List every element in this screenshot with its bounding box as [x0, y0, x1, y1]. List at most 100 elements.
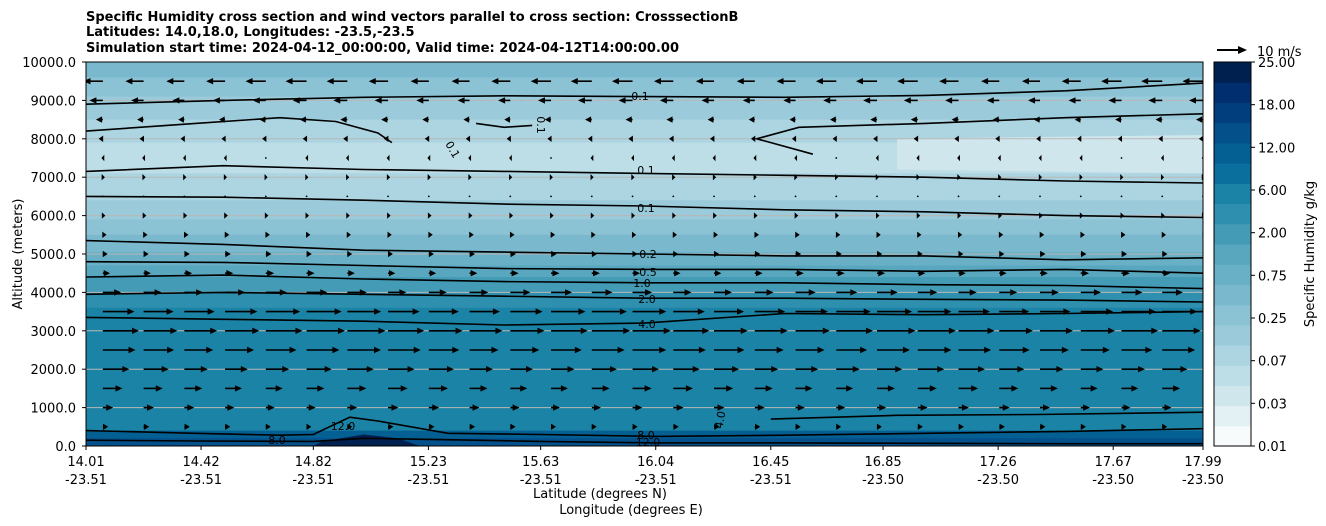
- wind-vector-head: [89, 97, 97, 104]
- wind-vector: [1038, 154, 1042, 162]
- wind-vector-head: [855, 78, 863, 85]
- wind-vector: [387, 212, 391, 219]
- wind-vector: [137, 116, 144, 123]
- contour-label: 12.0: [636, 436, 661, 449]
- colorbar-segment: [1214, 203, 1251, 225]
- wind-vector-head: [1121, 231, 1126, 238]
- wind-vector: [631, 174, 635, 181]
- wind-vector-head: [609, 366, 617, 373]
- wind-vector-head: [238, 289, 246, 296]
- wind-vector: [673, 270, 681, 277]
- humidity-band: [86, 234, 1203, 253]
- wind-vector-head: [945, 97, 953, 104]
- wind-vector: [221, 135, 226, 142]
- wind-vector-head: [753, 174, 757, 181]
- wind-vector-head: [225, 423, 231, 430]
- wind-vector: [1162, 404, 1172, 411]
- wind-vector: [510, 346, 540, 354]
- wind-vector-head: [815, 78, 823, 85]
- wind-vector: [1120, 174, 1124, 181]
- wind-vector: [863, 97, 878, 104]
- wind-vector: [1141, 78, 1163, 85]
- wind-vector-head: [692, 366, 700, 373]
- wind-vector: [551, 250, 557, 258]
- wind-vector-head: [666, 116, 673, 123]
- wind-vector-head: [631, 231, 637, 238]
- wind-vector: [550, 423, 556, 430]
- wind-vector: [1162, 385, 1181, 392]
- wind-vector: [347, 346, 382, 354]
- wind-vector-head: [1161, 154, 1164, 162]
- wind-vector: [1162, 270, 1171, 277]
- wind-vector-head: [837, 270, 845, 277]
- wind-vector: [388, 289, 407, 296]
- wind-vector: [102, 404, 114, 411]
- wind-vector-head: [890, 289, 898, 296]
- wind-vector: [999, 270, 1007, 277]
- wind-vector: [510, 289, 531, 296]
- wind-vector: [590, 212, 595, 219]
- wind-vector: [870, 116, 878, 123]
- wind-vector-head: [262, 135, 267, 142]
- y-tick-label: 7000.0: [31, 171, 77, 186]
- wind-vector-head: [698, 346, 706, 354]
- wind-vector-head: [552, 270, 560, 277]
- title-line-2: Latitudes: 14.0,18.0, Longitudes: -23.5,…: [86, 25, 415, 40]
- wind-vector: [388, 270, 396, 277]
- wind-vector-head: [808, 289, 816, 296]
- wind-vector: [591, 366, 617, 373]
- wind-vector: [1068, 97, 1081, 104]
- contour-line-1.0: [86, 274, 1203, 290]
- wind-vector: [212, 97, 226, 104]
- wind-vector: [469, 385, 488, 392]
- wind-vector-head: [920, 404, 928, 411]
- wind-vector: [1182, 78, 1203, 85]
- contour-line-0.1: [86, 82, 1203, 105]
- wind-vector-head: [155, 385, 163, 392]
- wind-vector: [712, 174, 717, 181]
- wind-vector: [469, 327, 503, 334]
- wind-vector: [1121, 346, 1153, 354]
- wind-vector-head: [1021, 78, 1029, 85]
- colorbar-tick-label: 2.00: [1258, 227, 1287, 242]
- wind-vector-head: [252, 327, 260, 334]
- wind-vector: [836, 404, 846, 411]
- wind-vector: [184, 250, 190, 258]
- wind-vector: [225, 346, 255, 354]
- wind-vector: [125, 78, 144, 85]
- wind-vector: [876, 231, 881, 238]
- x-tick-label-lat: 17.26: [980, 455, 1017, 470]
- wind-vector-head: [266, 250, 272, 258]
- wind-vector-head: [981, 78, 989, 85]
- wind-vector: [754, 366, 779, 373]
- wind-vector-head: [618, 97, 626, 104]
- wind-vector: [707, 116, 715, 123]
- wind-vector-head: [717, 404, 725, 411]
- wind-vector-head: [740, 327, 748, 334]
- wind-vector-head: [1173, 385, 1181, 392]
- wind-vector-head: [506, 135, 511, 142]
- wind-vector-head: [468, 174, 472, 181]
- wind-vector: [264, 212, 269, 219]
- wind-vector-head: [1155, 116, 1162, 123]
- wind-vector: [510, 404, 520, 411]
- wind-vector: [424, 135, 430, 142]
- wind-vector-head: [1017, 366, 1025, 373]
- wind-vector: [795, 231, 800, 238]
- wind-vector-head: [510, 250, 516, 258]
- wind-vector: [343, 135, 348, 142]
- wind-vector-head: [753, 212, 758, 219]
- wind-vector: [877, 346, 910, 354]
- wind-vector: [347, 423, 353, 430]
- wind-vector: [753, 154, 757, 162]
- wind-vector: [753, 174, 757, 181]
- wind-vector: [306, 327, 346, 334]
- wind-vector: [1079, 154, 1083, 162]
- wind-vector: [877, 366, 903, 373]
- contour-line-8.0: [86, 416, 1203, 438]
- wind-vector-head: [652, 366, 660, 373]
- wind-vector: [346, 212, 350, 219]
- wind-vector: [673, 250, 679, 258]
- wind-vector: [143, 346, 175, 354]
- wind-vector-head: [347, 250, 353, 258]
